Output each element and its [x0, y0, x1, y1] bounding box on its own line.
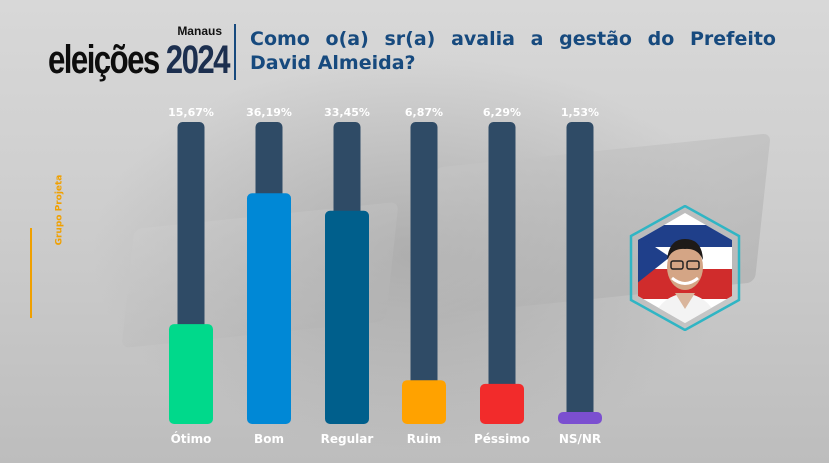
bar-track — [410, 122, 438, 424]
category-label: Ruim — [407, 432, 441, 446]
category-label: Ótimo — [171, 431, 212, 446]
category-label: Regular — [321, 432, 374, 446]
value-label: 15,67% — [168, 106, 214, 119]
category-label: Péssimo — [474, 432, 530, 446]
header-divider — [234, 24, 236, 80]
survey-question: Como o(a) sr(a) avalia a gestão do Prefe… — [250, 28, 776, 74]
value-label: 33,45% — [324, 106, 370, 119]
candidate-photo — [622, 204, 748, 332]
bar-track — [566, 122, 594, 424]
bar — [169, 324, 213, 424]
bar — [402, 380, 446, 424]
bar-track — [488, 122, 516, 424]
photo-ring — [629, 204, 741, 332]
value-label: 6,29% — [483, 106, 521, 119]
eleicoes-logo: Manaus eleições 2024 — [48, 22, 231, 83]
logo-word: eleições — [48, 38, 160, 82]
category-label: Bom — [254, 432, 284, 446]
bar — [247, 193, 291, 424]
logo-city: Manaus — [177, 24, 222, 38]
value-label: 1,53% — [561, 106, 599, 119]
logo-wordmark: eleições 2024 — [48, 38, 231, 83]
bar — [480, 383, 524, 424]
value-label: 6,87% — [405, 106, 443, 119]
bar — [558, 412, 602, 424]
category-label: NS/NR — [559, 432, 601, 446]
value-label: 36,19% — [246, 106, 292, 119]
bar — [325, 210, 369, 424]
logo-year: 2024 — [165, 38, 231, 82]
source-line — [30, 228, 32, 318]
